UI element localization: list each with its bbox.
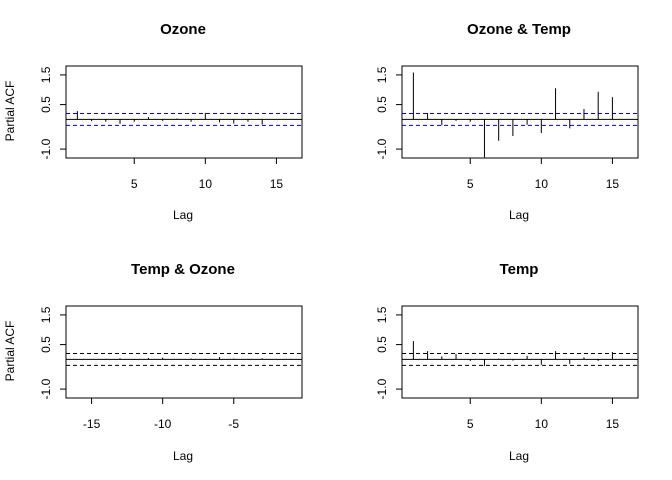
- x-tick-label: 5: [467, 177, 474, 191]
- chart-title: Ozone: [160, 21, 206, 38]
- y-tick-label: 1.5: [375, 306, 389, 323]
- y-tick-label: 0.5: [375, 336, 389, 353]
- x-axis-label: Lag: [173, 449, 193, 463]
- x-axis-label: Lag: [173, 208, 193, 222]
- x-axis-label: Lag: [509, 449, 529, 463]
- x-tick-label: 15: [606, 417, 620, 431]
- x-tick-label: 10: [535, 417, 549, 431]
- x-tick-label: 15: [606, 177, 620, 191]
- x-tick-label: 10: [535, 177, 549, 191]
- y-axis-label: Partial ACF: [3, 81, 17, 142]
- panel-ozone-temp: Ozone & Temp Lag 5 10 15 -1.0 0.5 1.5: [375, 21, 639, 222]
- plot-area: 5 10 15 -1.0 0.5 1.5: [375, 305, 639, 431]
- x-tick-label: -15: [83, 417, 101, 431]
- plot-frame: [401, 65, 639, 159]
- y-tick-label: 0.5: [39, 336, 53, 353]
- plot-frame: [65, 65, 303, 159]
- plot-area: 5 10 15 -1.0 0.5 1.5: [375, 65, 639, 191]
- y-tick-label: -1.0: [375, 378, 389, 399]
- y-tick-label: 0.5: [39, 96, 53, 113]
- x-tick-label: 10: [199, 177, 213, 191]
- x-tick-label: 5: [467, 417, 474, 431]
- y-tick-label: 1.5: [375, 66, 389, 83]
- plot-frame: [401, 305, 639, 399]
- y-tick-label: 1.5: [39, 66, 53, 83]
- x-tick-label: 5: [131, 177, 138, 191]
- x-axis-label: Lag: [509, 208, 529, 222]
- y-tick-label: -1.0: [375, 138, 389, 159]
- plot-area: 5 10 15 -1.0 0.5 1.5: [39, 65, 303, 191]
- y-tick-label: -1.0: [39, 378, 53, 399]
- chart-title: Ozone & Temp: [467, 21, 571, 38]
- y-tick-label: -1.0: [39, 138, 53, 159]
- panel-ozone: Ozone Lag Partial ACF 5 10 15 -1.0 0.5 1.5: [3, 21, 303, 222]
- x-tick-label: -5: [228, 417, 239, 431]
- x-tick-label: 15: [270, 177, 284, 191]
- chart-title: Temp & Ozone: [131, 261, 235, 278]
- plot-area: -15 -10 -5 -1.0 0.5 1.5: [39, 305, 303, 431]
- panel-temp-ozone: Temp & Ozone Lag Partial ACF -15 -10 -5 -1.…: [3, 261, 303, 463]
- y-tick-label: 1.5: [39, 306, 53, 323]
- panel-temp: Temp Lag 5 10 15 -1.0 0.5 1.5: [375, 261, 639, 463]
- chart-title: Temp: [500, 261, 539, 278]
- y-axis-label: Partial ACF: [3, 321, 17, 382]
- y-tick-label: 0.5: [375, 96, 389, 113]
- plot-frame: [65, 305, 303, 399]
- x-tick-label: -10: [154, 417, 172, 431]
